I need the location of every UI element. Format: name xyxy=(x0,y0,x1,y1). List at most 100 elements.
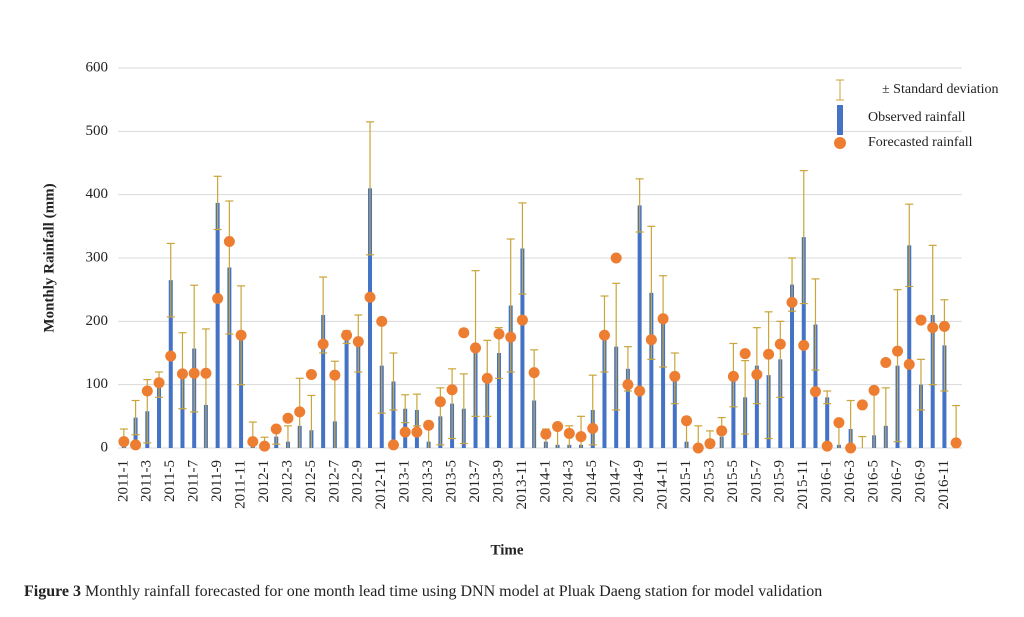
forecast-point xyxy=(247,436,258,447)
x-tick-label: 2011-11 xyxy=(233,460,249,509)
x-tick-label: 2015-11 xyxy=(795,460,811,509)
forecast-point xyxy=(669,371,680,382)
x-tick-label: 2014-5 xyxy=(584,460,600,503)
x-tick-label: 2015-3 xyxy=(701,460,717,503)
forecast-point xyxy=(552,421,563,432)
forecast-point xyxy=(904,359,915,370)
forecast-point xyxy=(622,379,633,390)
x-tick-label: 2015-7 xyxy=(748,460,764,503)
forecast-point xyxy=(177,368,188,379)
forecast-point xyxy=(880,357,891,368)
x-tick-label: 2016-7 xyxy=(889,460,905,503)
forecast-point xyxy=(341,330,352,341)
forecast-point xyxy=(681,415,692,426)
forecast-point xyxy=(634,386,645,397)
forecast-point xyxy=(353,336,364,347)
x-tick-label: 2011-5 xyxy=(162,460,178,502)
x-tick-label: 2016-11 xyxy=(936,460,952,509)
forecast-point xyxy=(271,424,282,435)
forecast-point xyxy=(751,369,762,380)
forecast-point xyxy=(611,253,622,264)
x-tick-label: 2016-1 xyxy=(819,460,835,503)
x-axis-label: Time xyxy=(490,542,523,558)
forecast-point xyxy=(365,292,376,303)
forecast-point xyxy=(388,439,399,450)
forecast-point xyxy=(927,322,938,333)
forecast-point xyxy=(118,436,129,447)
x-tick-label: 2014-3 xyxy=(561,460,577,503)
forecast-point xyxy=(470,342,481,353)
forecast-point xyxy=(857,399,868,410)
forecast-point xyxy=(130,439,141,450)
legend-label: Observed rainfall xyxy=(868,110,966,125)
forecast-point xyxy=(318,339,329,350)
x-tick-label: 2013-9 xyxy=(490,460,506,503)
forecast-point xyxy=(646,334,657,345)
forecast-point xyxy=(529,367,540,378)
legend-label: Forecasted rainfall xyxy=(868,135,973,150)
legend-label: ± Standard deviation xyxy=(882,82,999,97)
forecast-point xyxy=(587,423,598,434)
figure-label: Figure 3 xyxy=(24,583,81,600)
forecast-point xyxy=(294,406,305,417)
forecast-point xyxy=(939,321,950,332)
y-tick-label: 200 xyxy=(86,313,109,329)
forecast-point xyxy=(833,417,844,428)
forecast-point xyxy=(212,293,223,304)
y-tick-label: 500 xyxy=(86,123,109,139)
x-tick-label: 2012-11 xyxy=(373,460,389,509)
x-tick-label: 2014-7 xyxy=(608,460,624,503)
x-tick-label: 2011-7 xyxy=(186,460,202,502)
forecast-point xyxy=(564,428,575,439)
x-tick-label: 2016-9 xyxy=(912,460,928,503)
x-tick-label: 2012-9 xyxy=(350,460,366,503)
x-tick-label: 2014-1 xyxy=(537,460,553,503)
plot xyxy=(120,122,960,484)
x-tick-label: 2012-7 xyxy=(326,460,342,503)
forecast-point xyxy=(693,443,704,454)
legend-swatch xyxy=(834,137,846,149)
x-tick-label: 2015-9 xyxy=(772,460,788,503)
forecast-point xyxy=(763,349,774,360)
x-tick-label: 2014-11 xyxy=(655,460,671,509)
forecast-point xyxy=(810,386,821,397)
y-tick-label: 300 xyxy=(86,249,109,265)
forecast-point xyxy=(200,368,211,379)
forecast-point xyxy=(798,340,809,351)
forecast-point xyxy=(482,373,493,384)
forecast-point xyxy=(787,297,798,308)
forecast-point xyxy=(329,370,340,381)
x-tick-label: 2011-3 xyxy=(139,460,155,502)
forecast-point xyxy=(869,385,880,396)
x-tick-label: 2012-5 xyxy=(303,460,319,503)
x-tick-label: 2014-9 xyxy=(631,460,647,503)
forecast-point xyxy=(165,351,176,362)
forecast-point xyxy=(224,236,235,247)
forecast-point xyxy=(716,425,727,436)
forecast-point xyxy=(142,386,153,397)
x-tick-label: 2013-5 xyxy=(444,460,460,503)
forecast-point xyxy=(845,443,856,454)
forecast-point xyxy=(915,315,926,326)
forecast-point xyxy=(599,330,610,341)
forecast-point xyxy=(236,330,247,341)
legend-swatch xyxy=(837,105,843,135)
forecast-point xyxy=(306,369,317,380)
y-axis-label: Monthly Rainfall (mm) xyxy=(41,183,57,332)
x-tick-label: 2012-1 xyxy=(256,460,272,503)
x-tick-label: 2013-3 xyxy=(420,460,436,503)
x-tick-label: 2016-5 xyxy=(866,460,882,503)
forecast-point xyxy=(411,427,422,438)
caption: Figure 3 Monthly rainfall forecasted for… xyxy=(24,583,822,600)
forecast-point xyxy=(822,441,833,452)
y-tick-label: 0 xyxy=(101,439,109,455)
forecast-point xyxy=(189,368,200,379)
forecast-point xyxy=(458,327,469,338)
forecast-point xyxy=(400,427,411,438)
y-tick-label: 400 xyxy=(86,186,109,202)
bar xyxy=(825,397,829,448)
forecast-point xyxy=(517,315,528,326)
x-tick-label: 2015-5 xyxy=(725,460,741,503)
forecast-point xyxy=(282,413,293,424)
